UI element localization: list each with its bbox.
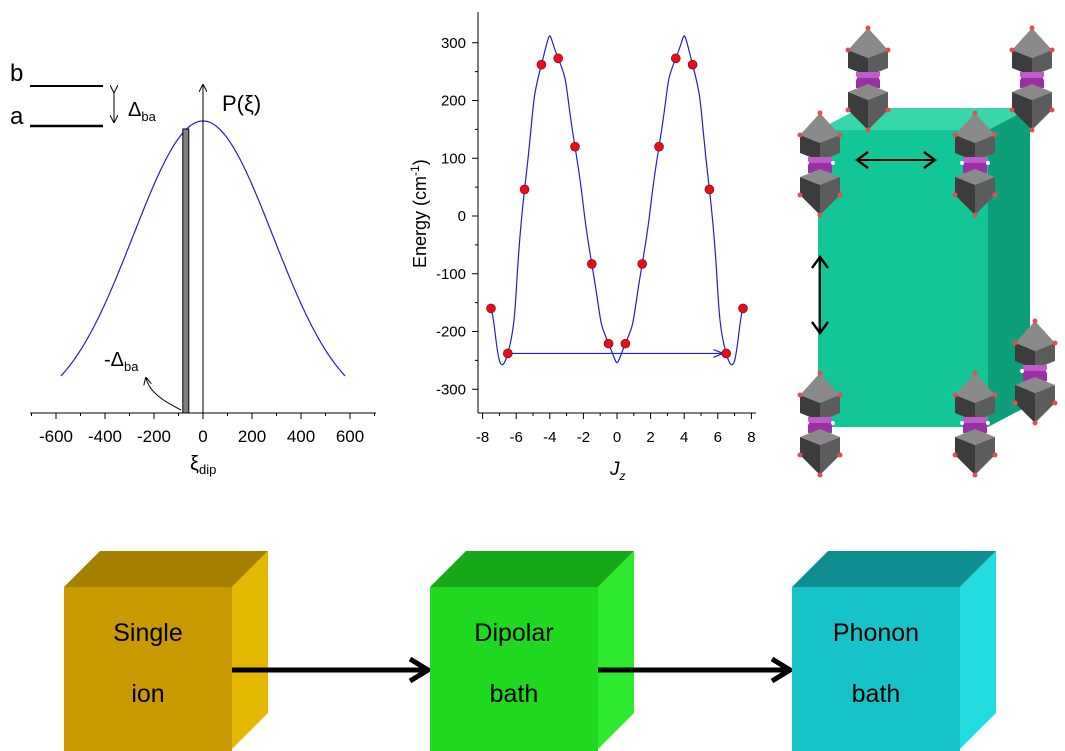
energy-x-tick-label: 0 [613, 429, 621, 446]
gauss-x-ticks: -600 -400 -200 0 200 400 600 [31, 413, 375, 446]
gauss-x-tick-label: 200 [238, 427, 266, 446]
energy-point [687, 59, 698, 70]
energy-point [486, 303, 496, 314]
energy-y-tick-label: -300 [436, 381, 466, 398]
energy-points [486, 53, 748, 359]
neg-delta-label: -Δ [104, 349, 124, 371]
energy-point [738, 303, 748, 314]
delta-label: Δ [128, 99, 141, 121]
energy-point [536, 59, 547, 70]
energy-point [603, 338, 614, 349]
svg-text:Energy (cm-1): Energy (cm-1) [408, 159, 430, 268]
energy-point [519, 184, 530, 195]
delta-sub: ba [141, 109, 156, 124]
energy-x-ticks: -8 -6 -4 -2 0 2 4 6 8 [476, 413, 756, 446]
gauss-x-tick-label: 0 [198, 427, 207, 446]
energy-point [620, 338, 631, 349]
dipolar-line2: bath [490, 680, 539, 708]
energy-point [704, 184, 715, 195]
single-ion-line1: Single [113, 619, 183, 647]
xi-sub: dip [199, 462, 216, 477]
gauss-x-tick-label: 600 [336, 427, 364, 446]
svg-text:Jz: Jz [609, 459, 626, 483]
energy-panel: 300 200 100 0 -100 -200 -300 -8 -6 -4 -2 0 2 4 6 8 Ene… [408, 12, 756, 483]
energy-x-tick-label: 8 [747, 429, 755, 446]
energy-x-tick-label: -8 [476, 429, 489, 446]
energy-x-tick-label: -2 [577, 429, 590, 446]
lattice-panel [797, 25, 1058, 478]
gauss-x-tick-label: -200 [137, 427, 171, 446]
energy-point [670, 53, 681, 64]
single-ion-box: Single ion [64, 551, 268, 751]
energy-y-ticks: 300 200 100 0 -100 -200 -300 [436, 35, 478, 398]
neg-delta-pointer [146, 378, 182, 411]
single-ion-line2: ion [131, 680, 164, 708]
dipolar-bath-box: Dipolar bath [430, 551, 634, 751]
jz-sub: z [619, 469, 626, 483]
svg-text:ξdip: ξdip [190, 453, 216, 477]
energy-x-tick-label: -6 [510, 429, 523, 446]
energy-ylabel: Energy (cm [410, 176, 430, 268]
xi-label: ξ [190, 453, 199, 475]
energy-point [502, 348, 513, 359]
level-a-label: a [10, 103, 24, 130]
flow-diagram: Single ion Dipolar bath Phonon bath [64, 551, 996, 751]
neg-delta-sub: ba [124, 359, 139, 374]
level-b-label: b [10, 60, 23, 87]
energy-y-tick-label: -100 [436, 266, 466, 283]
energy-x-tick-label: -4 [543, 429, 556, 446]
energy-x-tick-label: 4 [680, 429, 688, 446]
neg-delta-bar [182, 128, 190, 414]
gauss-x-tick-label: 400 [287, 427, 315, 446]
energy-point [654, 141, 664, 152]
phonon-line2: bath [852, 680, 901, 708]
energy-y-tick-label: 300 [441, 35, 466, 52]
energy-point [586, 259, 597, 269]
phonon-line1: Phonon [833, 619, 919, 647]
phonon-bath-box: Phonon bath [792, 551, 996, 751]
svg-text:-Δba: -Δba [104, 349, 139, 374]
energy-ylabel-end: ) [410, 159, 430, 165]
gaussian-panel: b a Δba P(ξ) -Δba -600 -400 -200 0 200 400 600… [10, 60, 376, 477]
energy-y-tick-label: 200 [441, 93, 466, 110]
energy-y-tick-label: -200 [436, 324, 466, 341]
gauss-x-tick-label: -600 [39, 427, 73, 446]
energy-ylabel-sup: -1 [408, 165, 422, 176]
energy-y-tick-label: 100 [441, 150, 466, 167]
svg-text:Δba: Δba [128, 99, 157, 124]
energy-x-tick-label: 2 [646, 429, 654, 446]
energy-point [637, 259, 648, 269]
p-xi-label: P(ξ) [222, 91, 261, 116]
energy-point [570, 141, 580, 152]
energy-y-tick-label: 0 [458, 208, 466, 225]
gauss-x-tick-label: -400 [88, 427, 122, 446]
energy-x-tick-label: 6 [714, 429, 722, 446]
dipolar-line1: Dipolar [474, 619, 553, 647]
energy-point [721, 348, 732, 359]
energy-point [553, 53, 564, 64]
jz-label: J [609, 459, 620, 480]
energy-curve [490, 35, 744, 366]
